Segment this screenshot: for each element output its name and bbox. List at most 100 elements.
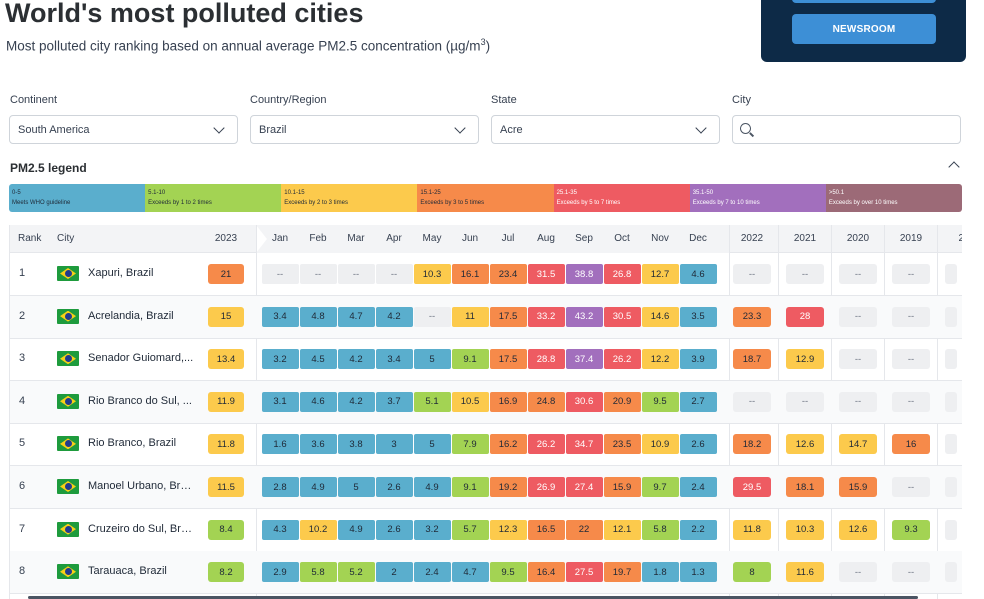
pm25-value: 3.4: [375, 349, 413, 370]
pm25-value: 4.2: [375, 306, 413, 327]
pm25-value: 38.8: [565, 264, 603, 284]
column-header[interactable]: 2023: [214, 233, 238, 244]
column-header[interactable]: Jan: [271, 233, 289, 244]
pm25-value: 3.8: [337, 434, 375, 455]
pm25-value: 2.8: [261, 477, 299, 497]
brazil-flag-icon: [57, 393, 79, 409]
legend-segment: 15.1-25 Exceeds by 3 to 5 times: [417, 184, 554, 212]
subtitle-text: Most polluted city ranking based on annu…: [6, 38, 481, 54]
column-header[interactable]: 2022: [740, 233, 764, 244]
city-name-link[interactable]: Tarauaca, Brazil: [88, 565, 167, 578]
continent-label: Continent: [10, 94, 58, 106]
rank-number: 4: [19, 394, 26, 407]
pm25-value: 12.6: [786, 434, 824, 455]
pm25-value: 28.8: [527, 349, 565, 370]
legend-description: Exceeds by 1 to 2 times: [148, 200, 212, 207]
city-name-link[interactable]: Rio Branco do Sul, ...: [88, 394, 192, 407]
table-row[interactable]: 6 Manoel Urbano, Brazil 11.5 2.8 4.9 5 2.6 4.9 9…: [10, 466, 962, 509]
column-header[interactable]: City: [57, 233, 75, 244]
city-name-link[interactable]: Acrelandia, Brazil: [88, 309, 174, 322]
pm25-value: 2.4: [679, 477, 717, 497]
pm25-value: 5.1: [413, 391, 451, 412]
column-header[interactable]: Nov: [651, 233, 669, 244]
page-title: World's most polluted cities: [5, 0, 364, 28]
search-icon: [740, 122, 754, 137]
column-header[interactable]: Feb: [309, 233, 327, 244]
legend-description: Exceeds by 7 to 10 times: [692, 200, 760, 207]
pm25-value: --: [892, 391, 930, 412]
column-header[interactable]: Jun: [461, 233, 479, 244]
table-row[interactable]: 2 Acrelandia, Brazil 15 3.4 4.8 4.7 4.2 -- 11 17.…: [10, 295, 962, 339]
country-select[interactable]: Brazil: [250, 115, 479, 144]
city-name-link[interactable]: Cruzeiro do Sul, Brazil: [88, 522, 196, 535]
pm25-value: --: [892, 306, 930, 327]
pm25-value: 26.2: [603, 349, 641, 370]
pm25-value: 11.9: [208, 391, 244, 412]
column-header[interactable]: Dec: [689, 233, 707, 244]
pm25-value: 12.6: [839, 519, 877, 540]
pm25-value: 4.3: [261, 519, 299, 540]
pm25-value: 4.2: [337, 349, 375, 370]
table-row[interactable]: 5 Rio Branco, Brazil 11.8 1.6 3.6 3.8 3 5 7.9 16.…: [10, 423, 962, 467]
newsroom-button[interactable]: NEWSROOM: [792, 14, 936, 44]
news-panel: NEWSROOM: [761, 0, 966, 62]
column-header[interactable]: 2020: [846, 233, 870, 244]
horizontal-scrollbar[interactable]: [28, 596, 918, 599]
pm25-value: 5: [413, 434, 451, 455]
state-value: Acre: [500, 123, 523, 136]
pm25-value: 12.7: [641, 264, 679, 284]
chevron-up-icon[interactable]: [948, 161, 960, 173]
continent-value: South America: [18, 123, 90, 136]
city-search-input[interactable]: [732, 115, 961, 144]
city-name-link[interactable]: Xapuri, Brazil: [88, 267, 154, 279]
pm25-value: 11: [451, 306, 489, 327]
legend-range: 5.1-10: [148, 190, 166, 196]
pm25-value: 23.3: [733, 306, 771, 327]
continent-select[interactable]: South America: [9, 115, 238, 144]
column-header[interactable]: 2019: [899, 233, 923, 244]
state-select[interactable]: Acre: [491, 115, 720, 144]
legend-range: 15.1-25: [420, 190, 441, 196]
column-header[interactable]: 20: [943, 233, 962, 244]
column-header[interactable]: Apr: [386, 233, 402, 244]
legend-range: 35.1-50: [692, 190, 714, 196]
table-row[interactable]: 7 Cruzeiro do Sul, Brazil 8.4 4.3 10.2 4.9 2.6…: [10, 509, 962, 552]
legend-description: Exceeds by 3 to 5 times: [420, 200, 485, 207]
column-header[interactable]: Rank: [18, 233, 42, 244]
pm25-value: 19.2: [489, 477, 527, 497]
table-row[interactable]: 8 Tarauaca, Brazil 8.2 2.9 5.8 5.2 2 2.4 4.7 9.5 1…: [10, 551, 962, 595]
rank-number: 6: [19, 480, 26, 492]
pm25-value: 8.4: [208, 519, 244, 540]
column-header[interactable]: Mar: [347, 233, 365, 244]
column-header[interactable]: Jul: [501, 233, 515, 244]
pm25-value: 3: [375, 434, 413, 455]
subtitle-suffix: ): [485, 38, 491, 54]
pm25-value: 10.5: [451, 391, 489, 412]
pm25-value: 43.2: [565, 306, 603, 327]
pm25-value: [945, 349, 957, 370]
city-name-link[interactable]: Senador Guiomard,...: [88, 352, 194, 365]
pm25-value: 2.6: [679, 434, 717, 455]
legend-description: Meets WHO guideline: [12, 200, 71, 207]
pm25-value: 3.9: [679, 349, 717, 370]
legend-segment: 5.1-10 Exceeds by 1 to 2 times: [145, 184, 282, 212]
pm25-value: 2.6: [375, 519, 413, 540]
city-name-link[interactable]: Rio Branco, Brazil: [88, 437, 177, 450]
column-header[interactable]: Oct: [614, 233, 630, 244]
pm25-value: --: [892, 349, 930, 370]
column-header[interactable]: Aug: [537, 233, 555, 244]
column-header[interactable]: Sep: [575, 233, 593, 244]
table-row[interactable]: 1 Xapuri, Brazil 21 -- -- -- -- 10.3 16.1 23.4 31.…: [10, 253, 962, 296]
pm25-value: --: [786, 264, 824, 284]
table-row[interactable]: 4 Rio Branco do Sul, ... 11.9 3.1 4.6 4.2 3.7 5…: [10, 380, 962, 424]
table-row[interactable]: 3 Senador Guiomard,... 13.4 3.2 4.5 4.2 3.4 5 9.…: [10, 338, 962, 382]
pm25-value: 5.8: [641, 519, 679, 540]
column-header[interactable]: May: [422, 233, 442, 244]
table-header: Rank City 2023 Jan Feb Mar Apr May Jun Jul Aug Sep O…: [10, 225, 962, 253]
column-header[interactable]: 2021: [793, 233, 817, 244]
pm25-value: 11.8: [733, 519, 771, 540]
news-top-button[interactable]: [792, 0, 936, 3]
pm25-value: 27.5: [565, 562, 603, 583]
pm25-value: 3.6: [299, 434, 337, 455]
city-name-link[interactable]: Manoel Urbano, Brazil: [88, 480, 196, 492]
